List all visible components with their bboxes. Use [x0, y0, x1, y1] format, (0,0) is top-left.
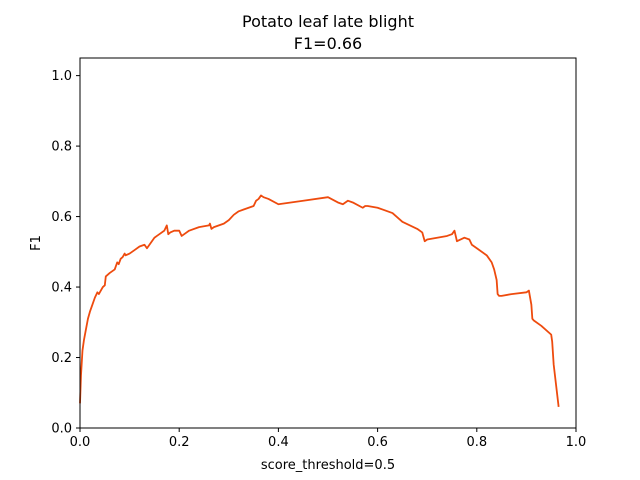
x-tick-label: 0.0	[70, 435, 91, 450]
y-tick-label: 0.2	[51, 351, 72, 366]
x-axis: 0.0 0.2 0.4 0.6 0.8 1.0	[70, 428, 587, 450]
y-axis: 0.0 0.2 0.4 0.6 0.8 1.0	[51, 69, 80, 437]
chart-title: Potato leaf late blight	[242, 12, 414, 31]
y-tick-label: 0.8	[51, 140, 72, 155]
chart-subtitle: F1=0.66	[294, 34, 362, 53]
x-tick-label: 1.0	[566, 435, 587, 450]
plot-area	[79, 194, 560, 407]
series-line-0	[79, 194, 560, 407]
y-axis-label: F1	[29, 235, 44, 251]
y-tick-label: 0.0	[51, 422, 72, 437]
x-tick-label: 0.2	[169, 435, 190, 450]
x-tick-label: 0.4	[268, 435, 289, 450]
y-tick-label: 0.6	[51, 210, 72, 225]
axes-frame	[79, 57, 577, 429]
x-tick-label: 0.6	[367, 435, 388, 450]
x-tick-label: 0.8	[466, 435, 487, 450]
x-axis-label: score_threshold=0.5	[261, 458, 395, 473]
y-tick-label: 1.0	[51, 69, 72, 84]
y-tick-label: 0.4	[51, 281, 72, 296]
